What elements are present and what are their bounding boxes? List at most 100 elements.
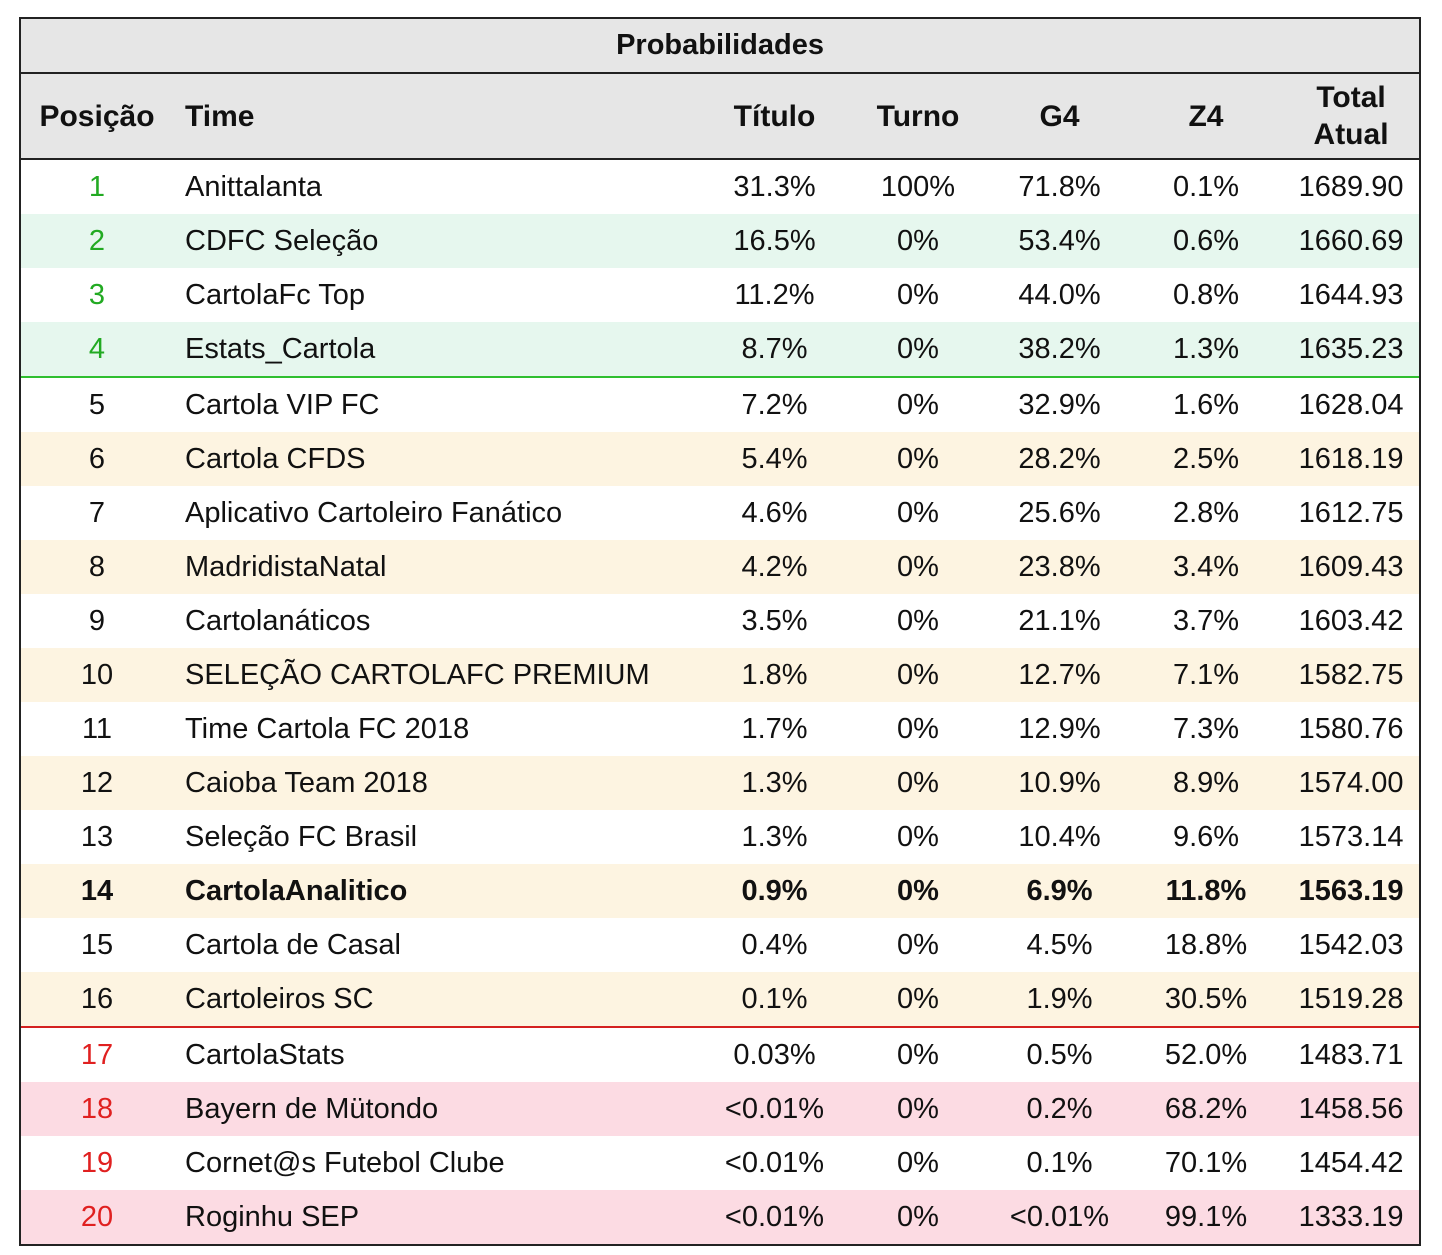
cell-z4: 2.5% bbox=[1129, 432, 1283, 486]
cell-total: 1635.23 bbox=[1283, 322, 1420, 378]
cell-title-prob: 3.5% bbox=[703, 594, 846, 648]
cell-position: 8 bbox=[21, 540, 173, 594]
cell-g4: 4.5% bbox=[990, 918, 1129, 972]
cell-position: 6 bbox=[21, 432, 173, 486]
cell-z4: 7.1% bbox=[1129, 648, 1283, 702]
table-row: 15 Cartola de Casal 0.4% 0% 4.5% 18.8% 1542.03 bbox=[21, 918, 1420, 972]
cell-z4: 1.6% bbox=[1129, 377, 1283, 432]
cell-turn: 0% bbox=[846, 810, 990, 864]
cell-turn: 0% bbox=[846, 268, 990, 322]
cell-position: 15 bbox=[21, 918, 173, 972]
table-row: 17 CartolaStats 0.03% 0% 0.5% 52.0% 1483.71 bbox=[21, 1027, 1420, 1082]
cell-position: 14 bbox=[21, 864, 173, 918]
cell-g4: 1.9% bbox=[990, 972, 1129, 1028]
cell-g4: 28.2% bbox=[990, 432, 1129, 486]
table-row: 4 Estats_Cartola 8.7% 0% 38.2% 1.3% 1635.23 bbox=[21, 322, 1420, 378]
cell-position: 5 bbox=[21, 377, 173, 432]
cell-z4: 70.1% bbox=[1129, 1136, 1283, 1190]
cell-position: 9 bbox=[21, 594, 173, 648]
cell-team: Cornet@s Futebol Clube bbox=[173, 1136, 703, 1190]
cell-title-prob: 1.3% bbox=[703, 810, 846, 864]
cell-z4: 7.3% bbox=[1129, 702, 1283, 756]
cell-title-prob: 8.7% bbox=[703, 322, 846, 378]
cell-team: Time Cartola FC 2018 bbox=[173, 702, 703, 756]
cell-position: 19 bbox=[21, 1136, 173, 1190]
cell-total: 1644.93 bbox=[1283, 268, 1420, 322]
cell-team: Cartola de Casal bbox=[173, 918, 703, 972]
cell-turn: 0% bbox=[846, 756, 990, 810]
cell-z4: 3.4% bbox=[1129, 540, 1283, 594]
cell-z4: 30.5% bbox=[1129, 972, 1283, 1028]
cell-turn: 0% bbox=[846, 1082, 990, 1136]
table-row: 16 Cartoleiros SC 0.1% 0% 1.9% 30.5% 1519.28 bbox=[21, 972, 1420, 1028]
cell-turn: 0% bbox=[846, 540, 990, 594]
column-header-z4: Z4 bbox=[1129, 73, 1283, 160]
cell-total: 1582.75 bbox=[1283, 648, 1420, 702]
cell-title-prob: 1.8% bbox=[703, 648, 846, 702]
cell-g4: 71.8% bbox=[990, 159, 1129, 214]
cell-position: 1 bbox=[21, 159, 173, 214]
cell-title-prob: 4.6% bbox=[703, 486, 846, 540]
cell-turn: 0% bbox=[846, 648, 990, 702]
cell-turn: 0% bbox=[846, 864, 990, 918]
table-row: 13 Seleção FC Brasil 1.3% 0% 10.4% 9.6% 1573.1… bbox=[21, 810, 1420, 864]
table-row: 9 Cartolanáticos 3.5% 0% 21.1% 3.7% 1603.42 bbox=[21, 594, 1420, 648]
cell-team: CartolaStats bbox=[173, 1027, 703, 1082]
cell-g4: <0.01% bbox=[990, 1190, 1129, 1244]
cell-turn: 0% bbox=[846, 1190, 990, 1244]
cell-team: Seleção FC Brasil bbox=[173, 810, 703, 864]
cell-turn: 0% bbox=[846, 322, 990, 378]
cell-title-prob: 31.3% bbox=[703, 159, 846, 214]
cell-z4: 3.7% bbox=[1129, 594, 1283, 648]
table-row: 3 CartolaFc Top 11.2% 0% 44.0% 0.8% 1644.93 bbox=[21, 268, 1420, 322]
table-body: 1 Anittalanta 31.3% 100% 71.8% 0.1% 1689.90 2 CD… bbox=[21, 159, 1420, 1244]
cell-turn: 0% bbox=[846, 432, 990, 486]
table-row: 18 Bayern de Mütondo <0.01% 0% 0.2% 68.2% 1458… bbox=[21, 1082, 1420, 1136]
cell-g4: 21.1% bbox=[990, 594, 1129, 648]
cell-turn: 0% bbox=[846, 702, 990, 756]
cell-total: 1580.76 bbox=[1283, 702, 1420, 756]
cell-g4: 10.4% bbox=[990, 810, 1129, 864]
cell-title-prob: 5.4% bbox=[703, 432, 846, 486]
cell-position: 16 bbox=[21, 972, 173, 1028]
cell-z4: 52.0% bbox=[1129, 1027, 1283, 1082]
table-row: 1 Anittalanta 31.3% 100% 71.8% 0.1% 1689.90 bbox=[21, 159, 1420, 214]
cell-position: 7 bbox=[21, 486, 173, 540]
cell-g4: 0.2% bbox=[990, 1082, 1129, 1136]
cell-turn: 0% bbox=[846, 918, 990, 972]
cell-z4: 0.8% bbox=[1129, 268, 1283, 322]
column-header-g4: G4 bbox=[990, 73, 1129, 160]
table-row: 12 Caioba Team 2018 1.3% 0% 10.9% 8.9% 1574.00 bbox=[21, 756, 1420, 810]
cell-total: 1609.43 bbox=[1283, 540, 1420, 594]
column-header-row: Posição Time Título Turno G4 Z4 Total At… bbox=[21, 73, 1420, 160]
cell-total: 1689.90 bbox=[1283, 159, 1420, 214]
cell-total: 1563.19 bbox=[1283, 864, 1420, 918]
cell-position: 11 bbox=[21, 702, 173, 756]
column-header-title-prob: Título bbox=[703, 73, 846, 160]
cell-team: Caioba Team 2018 bbox=[173, 756, 703, 810]
table-title-row: Probabilidades bbox=[21, 19, 1420, 74]
cell-team: Cartoleiros SC bbox=[173, 972, 703, 1028]
probabilities-table-container: Probabilidades Posição Time Título Turno… bbox=[19, 17, 1421, 1246]
cell-title-prob: 7.2% bbox=[703, 377, 846, 432]
cell-position: 2 bbox=[21, 214, 173, 268]
cell-team: Roginhu SEP bbox=[173, 1190, 703, 1244]
cell-g4: 53.4% bbox=[990, 214, 1129, 268]
cell-position: 20 bbox=[21, 1190, 173, 1244]
column-header-total-line2: Atual bbox=[1313, 118, 1389, 151]
cell-position: 3 bbox=[21, 268, 173, 322]
cell-g4: 32.9% bbox=[990, 377, 1129, 432]
cell-title-prob: 1.7% bbox=[703, 702, 846, 756]
cell-title-prob: 0.03% bbox=[703, 1027, 846, 1082]
cell-team: MadridistaNatal bbox=[173, 540, 703, 594]
table-row: 14 CartolaAnalitico 0.9% 0% 6.9% 11.8% 1563.19 bbox=[21, 864, 1420, 918]
cell-total: 1573.14 bbox=[1283, 810, 1420, 864]
cell-z4: 9.6% bbox=[1129, 810, 1283, 864]
cell-z4: 0.1% bbox=[1129, 159, 1283, 214]
cell-position: 17 bbox=[21, 1027, 173, 1082]
table-row: 11 Time Cartola FC 2018 1.7% 0% 12.9% 7.3% 158… bbox=[21, 702, 1420, 756]
cell-turn: 0% bbox=[846, 377, 990, 432]
cell-total: 1612.75 bbox=[1283, 486, 1420, 540]
table-row: 7 Aplicativo Cartoleiro Fanático 4.6% 0% 25.… bbox=[21, 486, 1420, 540]
cell-total: 1458.56 bbox=[1283, 1082, 1420, 1136]
